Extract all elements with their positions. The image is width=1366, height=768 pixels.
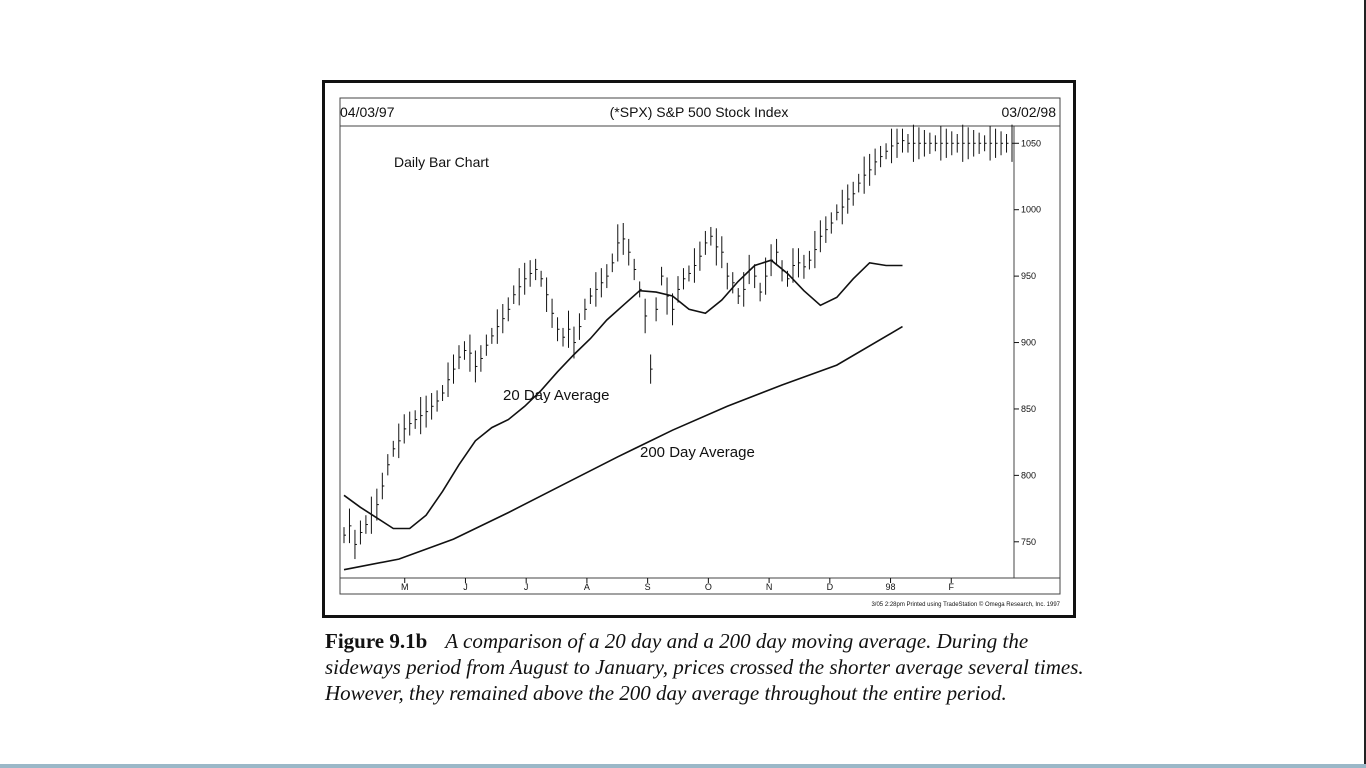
y-tick-label: 800 <box>1021 470 1036 480</box>
x-tick-label: A <box>584 582 590 592</box>
plot-frame <box>339 97 1061 595</box>
y-tick-label: 950 <box>1021 271 1036 281</box>
x-tick-label: D <box>827 582 834 592</box>
chart-title: (*SPX) S&P 500 Stock Index <box>610 104 789 120</box>
x-tick-label: M <box>401 582 409 592</box>
y-ticks: 750 800 850 900 950 1000 1050 <box>1014 138 1041 547</box>
figure-label: Figure 9.1b <box>325 629 428 653</box>
chart: 04/03/97 (*SPX) S&P 500 Stock Index 03/0… <box>322 80 1076 618</box>
start-date: 04/03/97 <box>340 104 395 120</box>
ma20-label: 20 Day Average <box>503 387 609 404</box>
ma200-line <box>343 325 903 571</box>
average-lines <box>343 259 903 571</box>
x-tick-label: J <box>463 582 468 592</box>
x-tick-label: F <box>949 582 955 592</box>
chart-border <box>322 80 1076 618</box>
ma20-line <box>343 259 903 530</box>
footer-note: 3/05 2:28pm Printed using TradeStation ©… <box>871 601 1060 608</box>
y-tick-label: 1050 <box>1021 138 1041 148</box>
x-tick-label: 98 <box>886 582 896 592</box>
figure-frame: 04/03/97 (*SPX) S&P 500 Stock Index 03/0… <box>322 80 1076 618</box>
y-tick-label: 900 <box>1021 338 1036 348</box>
right-edge <box>1364 0 1366 768</box>
bottom-edge <box>0 764 1366 768</box>
end-date: 03/02/98 <box>1002 104 1057 120</box>
y-tick-label: 750 <box>1021 537 1036 547</box>
figure-caption: Figure 9.1b A comparison of a 20 day and … <box>325 628 1085 706</box>
caption-text: A comparison of a 20 day and a 200 day m… <box>325 629 1084 705</box>
daily-bar-label: Daily Bar Chart <box>394 154 489 170</box>
x-tick-label: J <box>524 582 529 592</box>
x-tick-label: S <box>645 582 651 592</box>
x-tick-label: O <box>705 582 712 592</box>
ma200-label: 200 Day Average <box>640 444 755 461</box>
y-tick-label: 1000 <box>1021 205 1041 215</box>
x-tick-label: N <box>766 582 773 592</box>
x-ticks: M J J A S O N D 98 F <box>401 578 955 592</box>
y-tick-label: 850 <box>1021 404 1036 414</box>
daily-bars <box>343 124 1014 560</box>
